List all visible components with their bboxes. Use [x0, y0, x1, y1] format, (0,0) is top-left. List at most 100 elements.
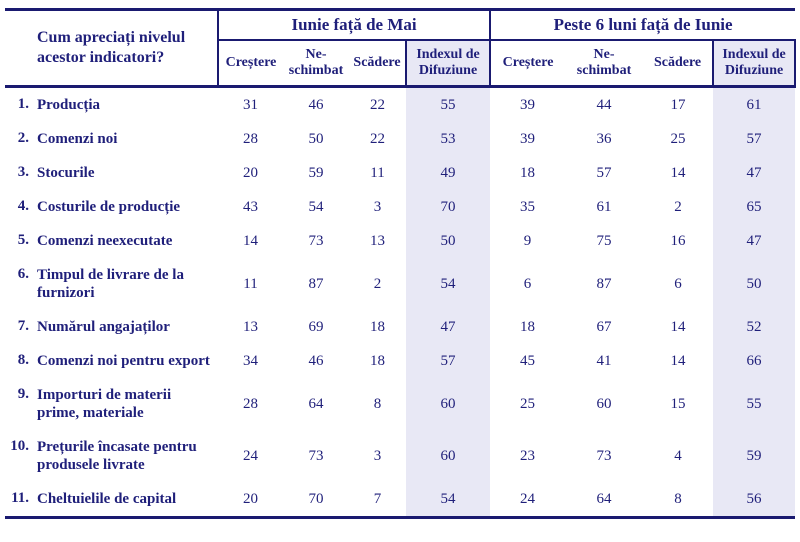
cell-value: 20: [218, 482, 284, 519]
cell-value: 39: [520, 130, 536, 147]
row-number: 11.: [5, 482, 35, 519]
cell-value: 7: [349, 482, 407, 519]
cell-diffusion-index: 49: [406, 156, 491, 190]
cell-value: 2: [373, 275, 382, 292]
cell-diffusion-index: 52: [713, 310, 796, 344]
cell-value: 25: [670, 130, 686, 147]
cell-value: 75: [596, 232, 612, 249]
cell-value: 46: [308, 352, 324, 369]
row-label: Importuri de materii prime, materiale: [37, 387, 172, 421]
cell-diffusion-index: 65: [713, 190, 796, 224]
cell-value: 35: [520, 198, 536, 215]
row-label: Comenzi noi: [37, 131, 118, 147]
g2-unchanged-header: Ne-schimbat: [565, 40, 644, 88]
cell-value: 22: [370, 130, 386, 147]
cell-value: 14: [670, 164, 686, 181]
row-label: Comenzi noi pentru export: [37, 353, 210, 369]
row-number: 9.: [17, 386, 29, 402]
table-row: 3. Stocurile 20 59 11 49 18 57 14 47: [5, 156, 796, 190]
g1-unchanged-header: Ne-schimbat: [283, 40, 350, 88]
cell-diffusion-index: 61: [713, 86, 796, 122]
cell-value: 9: [523, 232, 532, 249]
cell-value: 8: [373, 395, 382, 412]
row-label: Costurile de producție: [37, 199, 181, 215]
cell-diffusion-index: 47: [713, 224, 796, 258]
cell-value: 73: [308, 447, 324, 464]
cell-value: 60: [596, 395, 612, 412]
cell-value: 87: [596, 275, 612, 292]
cell-value: 2: [674, 198, 682, 215]
cell-value: 18: [370, 318, 386, 335]
cell-diffusion-index: 53: [406, 122, 491, 156]
row-number: 7.: [17, 318, 29, 334]
row-label: Stocurile: [37, 165, 95, 181]
cell-value: 18: [520, 164, 536, 181]
cell-value: 4: [674, 447, 682, 464]
survey-table-page: Cum apreciați nivelul acestor indicatori…: [0, 8, 800, 542]
cell-diffusion-index: 55: [713, 378, 796, 430]
row-number: 2.: [17, 130, 29, 146]
row-label: Numărul angajaților: [37, 319, 170, 335]
cell-diffusion-index: 60: [406, 378, 491, 430]
cell-value: 18: [370, 352, 386, 369]
cell-value: 14: [243, 232, 259, 249]
cell-diffusion-index: 66: [713, 344, 796, 378]
row-label: Prețurile încasate pentru produsele livr…: [37, 439, 197, 473]
table-row: 4. Costurile de producție 43 54 3 70 35 …: [5, 190, 796, 224]
cell-diffusion-index: 54: [406, 482, 491, 519]
row-number: 6.: [17, 266, 29, 282]
cell-value: 23: [520, 447, 536, 464]
table-body: 1. Producția 31 46 22 55 39 44 17 61 2. …: [5, 86, 796, 519]
cell-value: 73: [308, 232, 324, 249]
cell-value: 73: [596, 447, 612, 464]
g1-diffusion-index-header: Indexul de Difuziune: [405, 40, 492, 88]
group-header-row: Cum apreciați nivelul acestor indicatori…: [5, 8, 796, 88]
cell-diffusion-index: 70: [406, 190, 491, 224]
row-label: Comenzi neexecutate: [37, 233, 173, 249]
cell-value: 13: [243, 318, 259, 335]
cell-diffusion-index: 57: [713, 122, 796, 156]
diffusion-index-table: Cum apreciați nivelul acestor indicatori…: [5, 8, 797, 519]
cell-value: 11: [243, 275, 258, 292]
table-row: 1. Producția 31 46 22 55 39 44 17 61: [5, 86, 796, 122]
cell-value: 46: [308, 96, 324, 113]
cell-value: 17: [670, 96, 686, 113]
cell-value: 16: [670, 232, 686, 249]
row-number: 10.: [10, 438, 29, 454]
row-label: Producția: [37, 97, 101, 113]
cell-diffusion-index: 57: [406, 344, 491, 378]
table-row: 7. Numărul angajaților 13 69 18 47 18 67…: [5, 310, 796, 344]
row-number: 5.: [17, 232, 29, 248]
cell-value: 64: [308, 395, 324, 412]
subheader-row: Creștere Ne-schimbat Scădere Indexul de …: [5, 40, 797, 88]
g2-decrease-header: Scădere: [643, 40, 714, 88]
cell-value: 15: [670, 395, 686, 412]
row-number: 8.: [17, 352, 29, 368]
cell-value: 69: [308, 318, 324, 335]
cell-value: 50: [308, 130, 324, 147]
cell-diffusion-index: 47: [406, 310, 491, 344]
cell-value: 3: [373, 447, 382, 464]
cell-diffusion-index: 50: [713, 258, 796, 310]
cell-value: 41: [596, 352, 612, 369]
cell-diffusion-index: 59: [713, 430, 796, 482]
cell-value: 20: [243, 164, 259, 181]
cell-value: 57: [596, 164, 612, 181]
cell-value: 11: [370, 164, 385, 181]
cell-value: 6: [674, 275, 682, 292]
cell-value: 43: [243, 198, 259, 215]
cell-value: 28: [243, 130, 259, 147]
question-header: Cum apreciați nivelul acestor indicatori…: [5, 8, 220, 88]
table-row: 6. Timpul de livrare de la furnizori 11 …: [5, 258, 796, 310]
group2-title: Peste 6 luni față de Iunie: [489, 8, 796, 41]
cell-value: 34: [243, 352, 259, 369]
g2-diffusion-index-header: Indexul de Difuziune: [712, 40, 797, 88]
cell-value: 3: [373, 198, 382, 215]
cell-value: 22: [370, 96, 386, 113]
row-number: 1.: [17, 96, 29, 112]
g1-increase-header: Creștere: [218, 40, 284, 88]
cell-value: 24: [243, 447, 259, 464]
group1-title: Iunie față de Mai: [218, 8, 491, 41]
cell-value: 14: [670, 352, 686, 369]
cell-value: 45: [520, 352, 536, 369]
